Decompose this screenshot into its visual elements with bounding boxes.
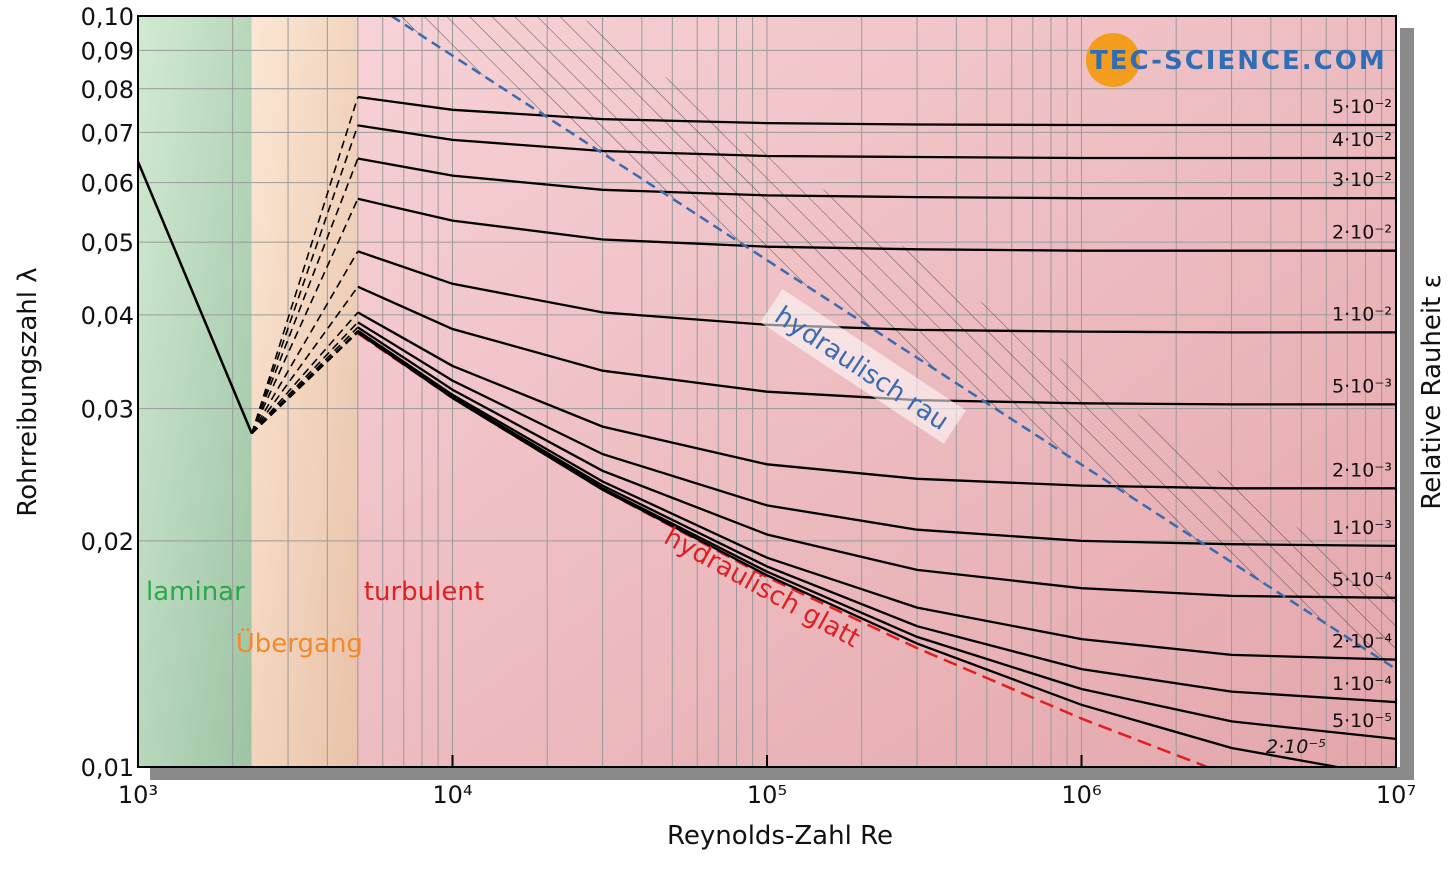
curve-label: 5·10⁻³ — [1332, 375, 1392, 397]
y-tick-label: 0,10 — [81, 3, 134, 31]
x-tick-label: 10³ — [118, 781, 158, 809]
roughness-curve — [357, 329, 1396, 661]
curve-label: 2·10⁻² — [1332, 222, 1392, 244]
y-tick-label: 0,07 — [81, 119, 134, 147]
curve-label: 2·10⁻⁴ — [1332, 631, 1392, 653]
y-tick-label: 0,04 — [81, 302, 134, 330]
transition-line — [251, 311, 359, 435]
curve-label: 2·10⁻⁵ — [1266, 736, 1326, 758]
y-tick-label: 0,03 — [81, 396, 134, 424]
y-tick-label: 0,09 — [81, 37, 134, 65]
x-tick-label: 10⁵ — [747, 781, 787, 809]
transition-line — [251, 198, 359, 434]
roughness-curve — [357, 250, 1396, 334]
x-tick-label: 10⁴ — [432, 781, 472, 809]
logo-circle — [1086, 33, 1140, 87]
y-tick-label: 0,05 — [81, 229, 134, 257]
rough-limit-line — [390, 16, 1396, 671]
y-axis-title: Rohrreibungszahl λ — [13, 267, 43, 516]
transition-line — [251, 96, 359, 434]
roughness-curve — [357, 326, 1396, 599]
plot-frame — [137, 15, 1397, 768]
region — [251, 16, 358, 767]
roughness-curve — [357, 321, 1396, 548]
curve-label: 5·10⁻² — [1332, 96, 1392, 118]
laminar-line — [138, 161, 253, 434]
y2-axis-title: Relative Rauheit ε — [1417, 274, 1447, 509]
curve-label: 1·10⁻² — [1332, 303, 1392, 325]
transition-line — [251, 250, 359, 434]
transition-line — [251, 331, 359, 435]
y-tick-label: 0,06 — [81, 170, 134, 198]
x-axis-title: Reynolds-Zahl Re — [667, 821, 893, 851]
region-label: laminar — [146, 577, 245, 607]
y-tick-label: 0,01 — [81, 754, 134, 782]
x-tick-label: 10⁷ — [1376, 781, 1416, 809]
transition-line — [251, 286, 359, 434]
logo: tec-science.com — [1090, 46, 1387, 76]
roughness-curve — [357, 311, 1396, 490]
region-label: turbulent — [364, 577, 484, 607]
shadow — [150, 767, 1414, 780]
roughness-curve — [357, 197, 1396, 252]
regions — [138, 16, 1397, 767]
shadow — [1400, 28, 1414, 780]
curve-label: 2·10⁻³ — [1332, 459, 1392, 481]
x-tick-label: 10⁶ — [1061, 781, 1101, 809]
region-label: Übergang — [236, 627, 363, 659]
label-box — [760, 288, 966, 444]
transition-line — [251, 125, 359, 434]
curve-label: 5·10⁻⁴ — [1332, 569, 1392, 591]
curve-label: 5·10⁻⁵ — [1332, 710, 1392, 732]
curve-label: 3·10⁻² — [1332, 169, 1392, 191]
curves — [138, 16, 1396, 767]
curve-label: 1·10⁻⁴ — [1332, 673, 1392, 695]
y-tick-label: 0,08 — [81, 76, 134, 104]
transition-line — [251, 158, 359, 434]
y-tick-label: 0,02 — [81, 528, 134, 556]
roughness-curve — [357, 285, 1396, 406]
roughness-curve — [357, 157, 1396, 200]
roughness-curve — [357, 124, 1396, 160]
roughness-curve — [357, 331, 1344, 767]
roughness-curve — [357, 95, 1396, 127]
curve-label: 1·10⁻³ — [1332, 517, 1392, 539]
curve-label: 4·10⁻² — [1332, 129, 1392, 151]
